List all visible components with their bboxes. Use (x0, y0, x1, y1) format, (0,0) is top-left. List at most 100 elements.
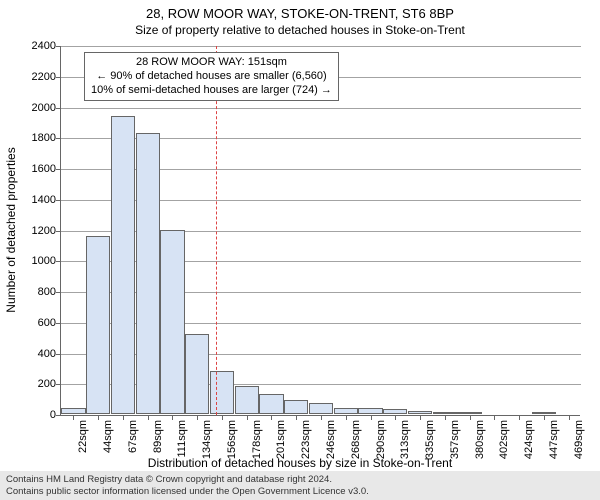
gridline (61, 46, 581, 47)
ytick-mark (56, 323, 61, 324)
xtick-label: 424sqm (523, 420, 535, 459)
bar (185, 334, 209, 414)
bar (136, 133, 160, 414)
xtick-label: 290sqm (375, 420, 387, 459)
ytick-label: 2200 (20, 71, 56, 83)
xtick-label: 134sqm (201, 420, 213, 459)
xtick-label: 469sqm (573, 420, 585, 459)
bar (235, 386, 259, 414)
ytick-label: 1600 (20, 163, 56, 175)
annotation-line3: 10% of semi-detached houses are larger (… (91, 84, 332, 98)
bar (259, 394, 283, 414)
xtick-mark (519, 415, 520, 420)
xtick-mark (395, 415, 396, 420)
ytick-mark (56, 200, 61, 201)
y-axis-label: Number of detached properties (4, 147, 18, 312)
bar (284, 400, 308, 414)
xtick-label: 201sqm (275, 420, 287, 459)
ytick-label: 2000 (20, 102, 56, 114)
xtick-mark (544, 415, 545, 420)
bar (86, 236, 110, 414)
xtick-label: 380sqm (474, 420, 486, 459)
xtick-mark (569, 415, 570, 420)
bar (433, 412, 457, 414)
xtick-mark (197, 415, 198, 420)
footer-line1: Contains HM Land Registry data © Crown c… (6, 474, 594, 485)
xtick-mark (247, 415, 248, 420)
xtick-label: 268sqm (350, 420, 362, 459)
bar (532, 412, 556, 414)
xtick-mark (148, 415, 149, 420)
ytick-label: 1400 (20, 194, 56, 206)
plot-area: 0200400600800100012001400160018002000220… (60, 46, 580, 416)
ytick-mark (56, 292, 61, 293)
xtick-mark (346, 415, 347, 420)
bar (457, 412, 481, 414)
ytick-label: 1000 (20, 255, 56, 267)
xtick-mark (172, 415, 173, 420)
xtick-mark (98, 415, 99, 420)
xtick-mark (321, 415, 322, 420)
ytick-mark (56, 169, 61, 170)
ytick-label: 0 (20, 409, 56, 421)
xtick-mark (371, 415, 372, 420)
xtick-label: 156sqm (226, 420, 238, 459)
xtick-label: 246sqm (325, 420, 337, 459)
ytick-mark (56, 46, 61, 47)
ytick-label: 2400 (20, 40, 56, 52)
xtick-label: 447sqm (548, 420, 560, 459)
xtick-mark (271, 415, 272, 420)
ytick-mark (56, 138, 61, 139)
xtick-mark (73, 415, 74, 420)
gridline (61, 108, 581, 109)
bar (160, 230, 184, 415)
xtick-mark (222, 415, 223, 420)
xtick-mark (494, 415, 495, 420)
x-axis-label: Distribution of detached houses by size … (0, 456, 600, 470)
xtick-label: 357sqm (449, 420, 461, 459)
bar (334, 408, 358, 414)
xtick-label: 223sqm (300, 420, 312, 459)
ytick-mark (56, 384, 61, 385)
xtick-label: 67sqm (127, 420, 139, 453)
ytick-label: 800 (20, 286, 56, 298)
ytick-label: 400 (20, 348, 56, 360)
ytick-label: 1200 (20, 225, 56, 237)
xtick-label: 111sqm (176, 420, 188, 458)
bar (111, 116, 135, 414)
reference-line (216, 46, 217, 415)
page-title: 28, ROW MOOR WAY, STOKE-ON-TRENT, ST6 8B… (0, 0, 600, 21)
xtick-mark (296, 415, 297, 420)
xtick-label: 402sqm (498, 420, 510, 459)
ytick-mark (56, 231, 61, 232)
xtick-mark (420, 415, 421, 420)
annotation-line1: 28 ROW MOOR WAY: 151sqm (91, 56, 332, 70)
xtick-label: 313sqm (399, 420, 411, 459)
footer-line2: Contains public sector information licen… (6, 486, 594, 497)
xtick-label: 44sqm (102, 420, 114, 453)
ytick-mark (56, 415, 61, 416)
footer: Contains HM Land Registry data © Crown c… (0, 471, 600, 500)
bar (210, 371, 234, 414)
ytick-mark (56, 108, 61, 109)
bar (408, 411, 432, 414)
ytick-label: 600 (20, 317, 56, 329)
page-subtitle: Size of property relative to detached ho… (0, 21, 600, 37)
chart: 0200400600800100012001400160018002000220… (60, 46, 580, 416)
xtick-label: 335sqm (424, 420, 436, 459)
xtick-label: 89sqm (152, 420, 164, 453)
annotation-box: 28 ROW MOOR WAY: 151sqm ← 90% of detache… (84, 52, 339, 101)
xtick-mark (470, 415, 471, 420)
bar (61, 408, 85, 414)
ytick-mark (56, 354, 61, 355)
bar (309, 403, 333, 414)
xtick-mark (445, 415, 446, 420)
ytick-mark (56, 77, 61, 78)
ytick-label: 1800 (20, 132, 56, 144)
bar (358, 408, 382, 414)
ytick-mark (56, 261, 61, 262)
xtick-label: 22sqm (77, 420, 89, 453)
annotation-line2: ← 90% of detached houses are smaller (6,… (91, 70, 332, 84)
ytick-label: 200 (20, 378, 56, 390)
xtick-label: 178sqm (251, 420, 263, 459)
